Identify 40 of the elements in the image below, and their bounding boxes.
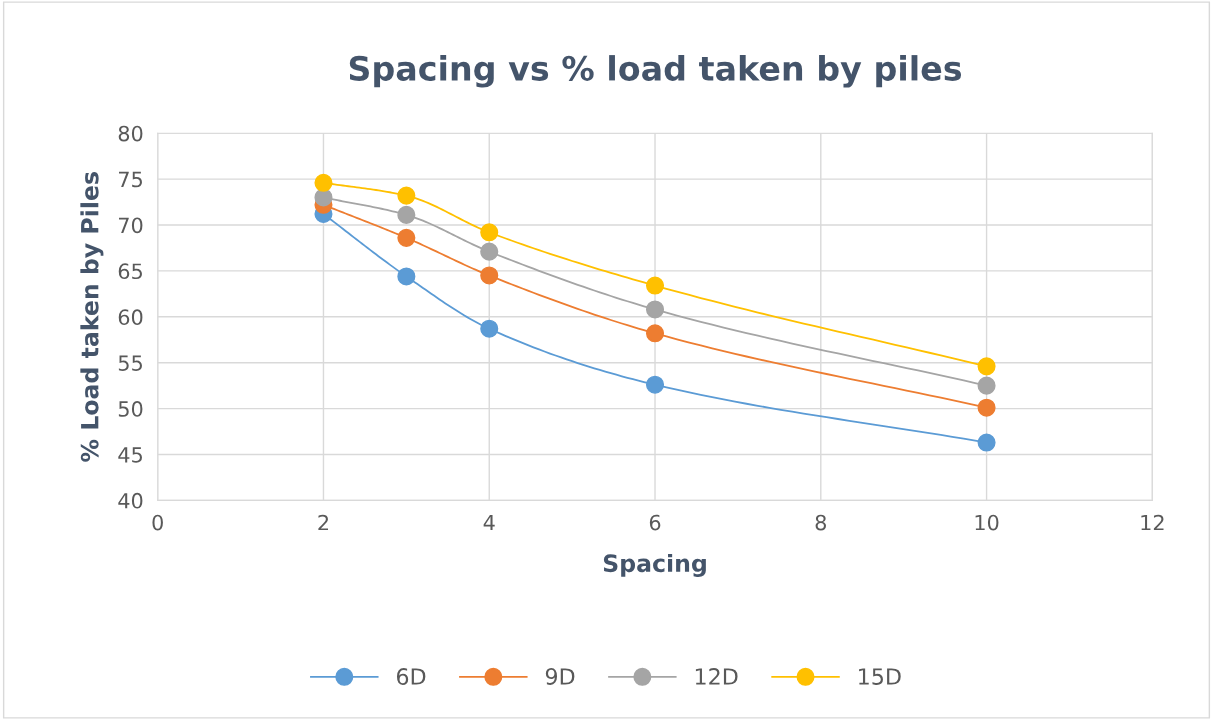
legend-label: 9D xyxy=(545,668,575,685)
point xyxy=(645,324,665,343)
legend-label: 15D xyxy=(859,668,901,685)
legend-label: 6D xyxy=(396,668,426,685)
point xyxy=(314,173,333,192)
point xyxy=(397,205,416,224)
point xyxy=(645,300,665,319)
x-tick-label: 6 xyxy=(649,514,661,531)
x-tick-label: 4 xyxy=(483,514,495,531)
x-tick-label: 0 xyxy=(152,514,163,531)
y-tick-label: 70 xyxy=(119,217,143,234)
point xyxy=(480,242,499,261)
y-tick-label: 50 xyxy=(118,401,143,417)
point xyxy=(645,276,665,295)
point xyxy=(480,266,499,285)
chart-title: Spacing vs % load taken by piles xyxy=(349,55,962,88)
x-tick-label: 10 xyxy=(975,514,999,531)
point xyxy=(480,319,499,338)
y-tick-label: 75 xyxy=(119,171,142,188)
x-axis-title: Spacing xyxy=(603,553,706,577)
point xyxy=(977,376,996,395)
y-tick-label: 65 xyxy=(118,263,142,280)
y-axis-title: % Load taken by Piles xyxy=(80,172,104,462)
x-tick-label: 2 xyxy=(318,514,329,531)
point xyxy=(645,375,665,394)
point xyxy=(397,267,416,286)
point xyxy=(977,357,996,376)
x-tick-label: 8 xyxy=(815,514,826,531)
point xyxy=(977,398,996,417)
point xyxy=(480,223,499,242)
y-tick-label: 55 xyxy=(118,355,142,371)
point xyxy=(397,186,416,205)
y-tick-label: 60 xyxy=(118,309,143,326)
y-tick-label: 40 xyxy=(118,492,143,509)
y-tick-label: 45 xyxy=(118,447,142,463)
legend-label: 12D xyxy=(695,668,738,685)
point xyxy=(397,228,416,247)
x-tick-label: 12 xyxy=(1141,514,1164,531)
point xyxy=(977,433,996,452)
y-tick-label: 80 xyxy=(118,125,143,142)
